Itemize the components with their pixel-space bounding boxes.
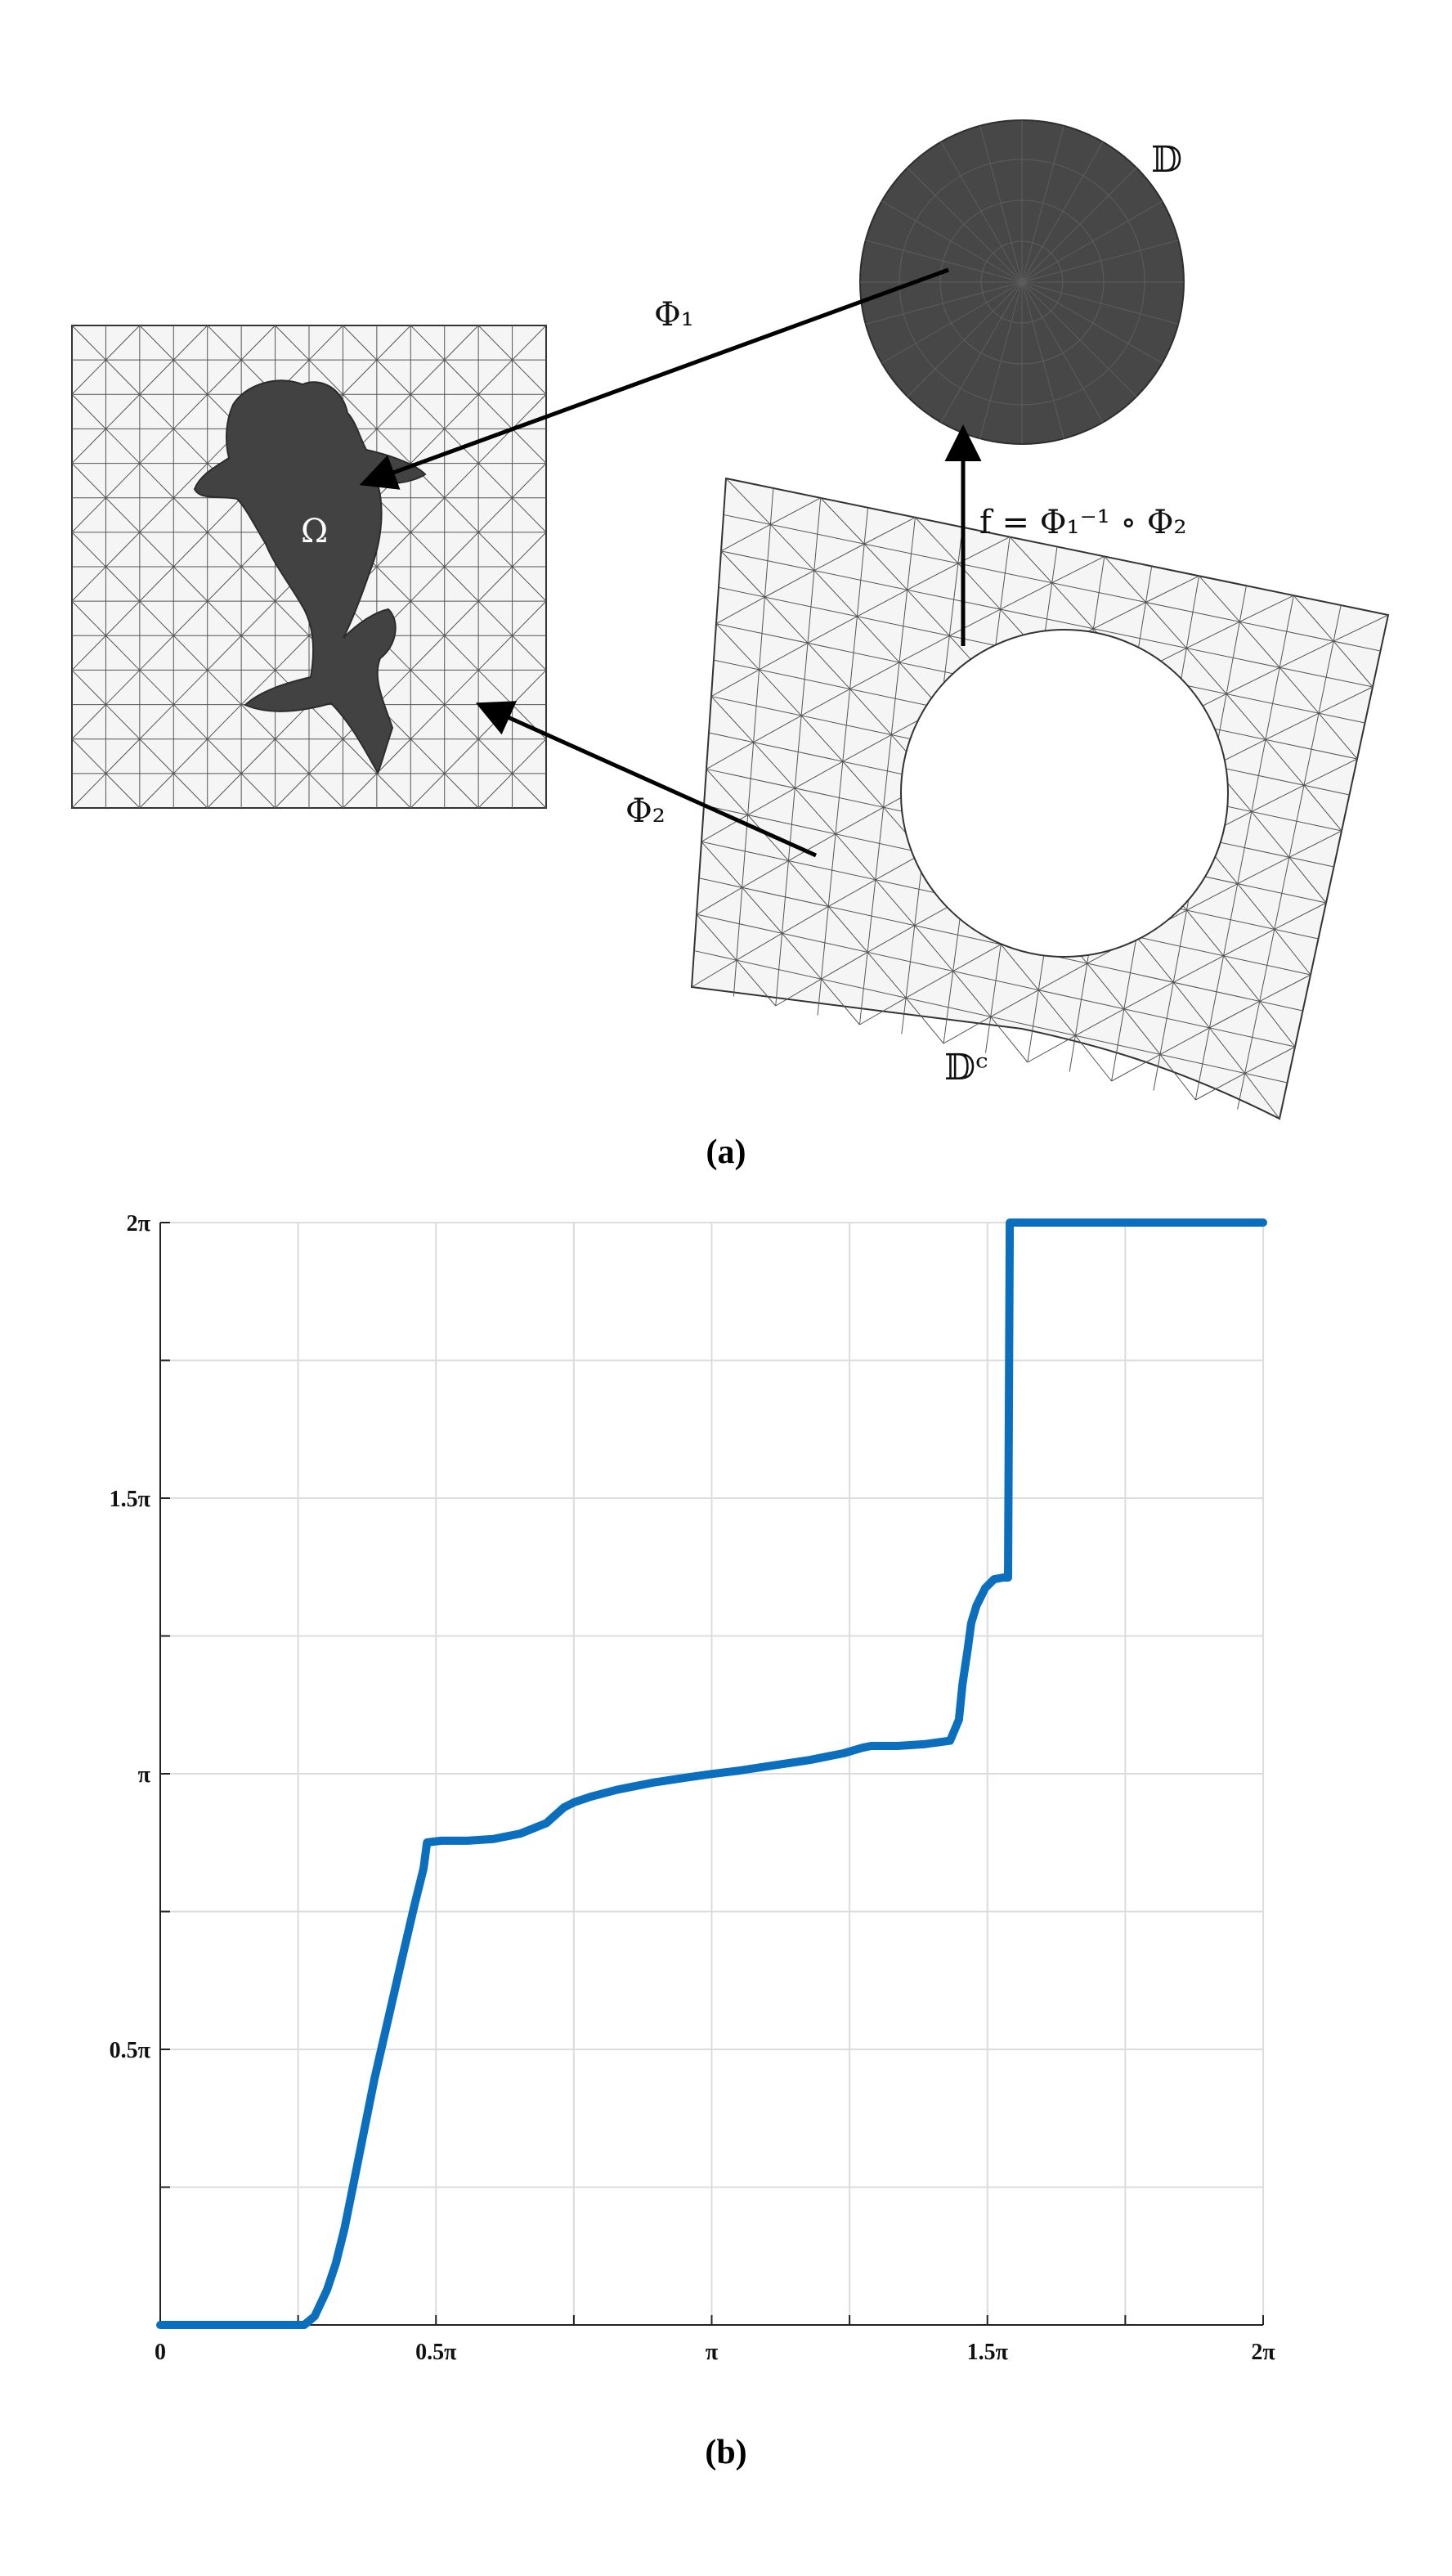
omega-label: Ω — [301, 513, 328, 550]
x-tick-label: 0 — [155, 2340, 166, 2365]
disk-complement-label: 𝔻ᶜ — [944, 1047, 988, 1088]
phi1-label: Φ₁ — [654, 296, 694, 334]
panel-b-chart: 0 0.5π π 1.5π 2π 0.5π π 1.5π 2π — [110, 1211, 1276, 2365]
chart-axes — [159, 1222, 1264, 2326]
disk-mesh — [859, 119, 1185, 445]
panel-b-caption: (b) — [705, 2434, 747, 2471]
chart-grid — [160, 1222, 1264, 2325]
exterior-domain-mesh — [690, 477, 1390, 1120]
y-tick-label: π — [138, 1762, 151, 1788]
y-tick-label: 0.5π — [110, 2038, 151, 2063]
chart-tick-labels: 0 0.5π π 1.5π 2π 0.5π π 1.5π 2π — [110, 1211, 1276, 2365]
disk-label: 𝔻 — [1151, 139, 1182, 181]
phi2-arrow — [475, 701, 818, 858]
x-tick-label: 0.5π — [415, 2340, 457, 2365]
phi2-label: Φ₂ — [625, 792, 666, 830]
series-line — [156, 1218, 1267, 2329]
y-tick-label: 2π — [127, 1211, 151, 1236]
panel-a-caption: (a) — [706, 1133, 746, 1171]
composition-label: f = Φ₁⁻¹ ∘ Φ₂ — [979, 504, 1187, 541]
x-tick-label: π — [706, 2340, 719, 2365]
y-tick-label: 1.5π — [110, 1487, 151, 1512]
x-tick-label: 1.5π — [967, 2340, 1009, 2365]
x-tick-label: 2π — [1251, 2340, 1275, 2365]
panel-a-diagram: Ω 𝔻 𝔻ᶜ Φ₁ Φ₂ f = Φ₁⁻¹ ∘ Φ₂ — [71, 119, 1390, 1120]
phi1-arrow — [359, 267, 949, 490]
